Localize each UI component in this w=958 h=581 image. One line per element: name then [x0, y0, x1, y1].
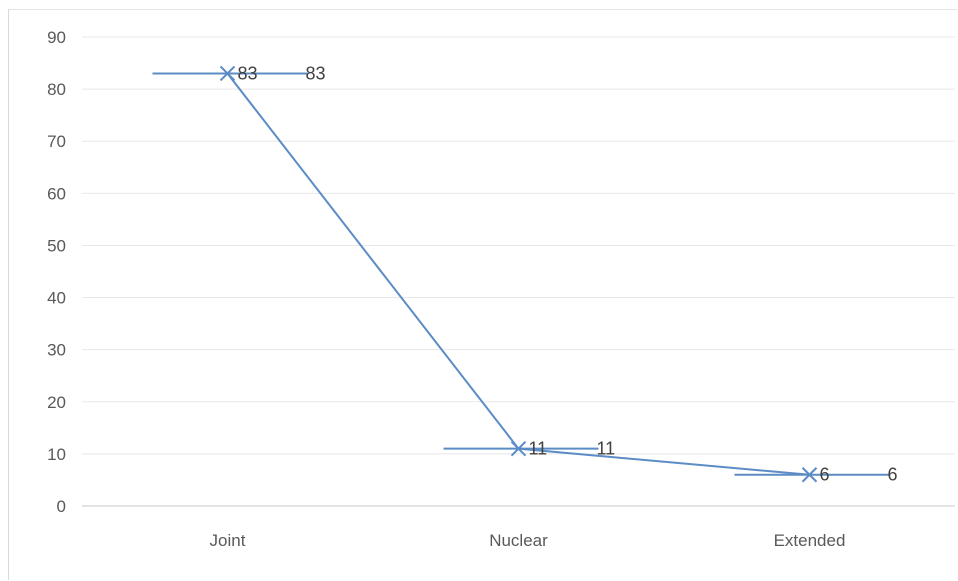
y-tick-label: 20 — [47, 393, 66, 412]
data-label: 11 — [529, 439, 548, 459]
series-line — [226, 72, 810, 476]
y-tick-label: 0 — [57, 497, 66, 516]
x-axis-tick-labels: Joint Nuclear Extended — [210, 531, 846, 550]
y-tick-label: 40 — [47, 289, 66, 308]
series-group — [152, 65, 890, 483]
y-tick-label: 60 — [47, 184, 66, 203]
y-tick-label: 50 — [47, 236, 66, 255]
data-label: 83 — [238, 63, 258, 83]
y-tick-label: 30 — [47, 341, 66, 360]
data-label: 6 — [820, 465, 830, 485]
x-marker — [219, 65, 236, 82]
x-tick-label: Joint — [210, 531, 246, 550]
x-tick-label: Extended — [774, 531, 846, 550]
data-labels: 83 83 11 11 6 6 — [238, 63, 898, 484]
x-marker-stroke — [510, 440, 527, 457]
chart-frame — [8, 9, 957, 580]
x-marker-stroke — [801, 467, 818, 483]
data-label: 83 — [306, 63, 326, 83]
x-marker — [510, 440, 527, 457]
y-tick-label: 10 — [47, 445, 66, 464]
x-marker — [801, 467, 818, 483]
x-tick-label: Nuclear — [489, 531, 548, 550]
data-label: 6 — [888, 465, 898, 485]
y-axis-tick-labels: 0 10 20 30 40 50 60 70 80 90 — [47, 28, 66, 516]
gridlines — [82, 36, 955, 455]
y-tick-label: 90 — [47, 28, 66, 47]
y-tick-label: 70 — [47, 132, 66, 151]
data-label: 11 — [597, 439, 616, 459]
y-tick-label: 80 — [47, 80, 66, 99]
x-marker-stroke — [219, 65, 236, 82]
